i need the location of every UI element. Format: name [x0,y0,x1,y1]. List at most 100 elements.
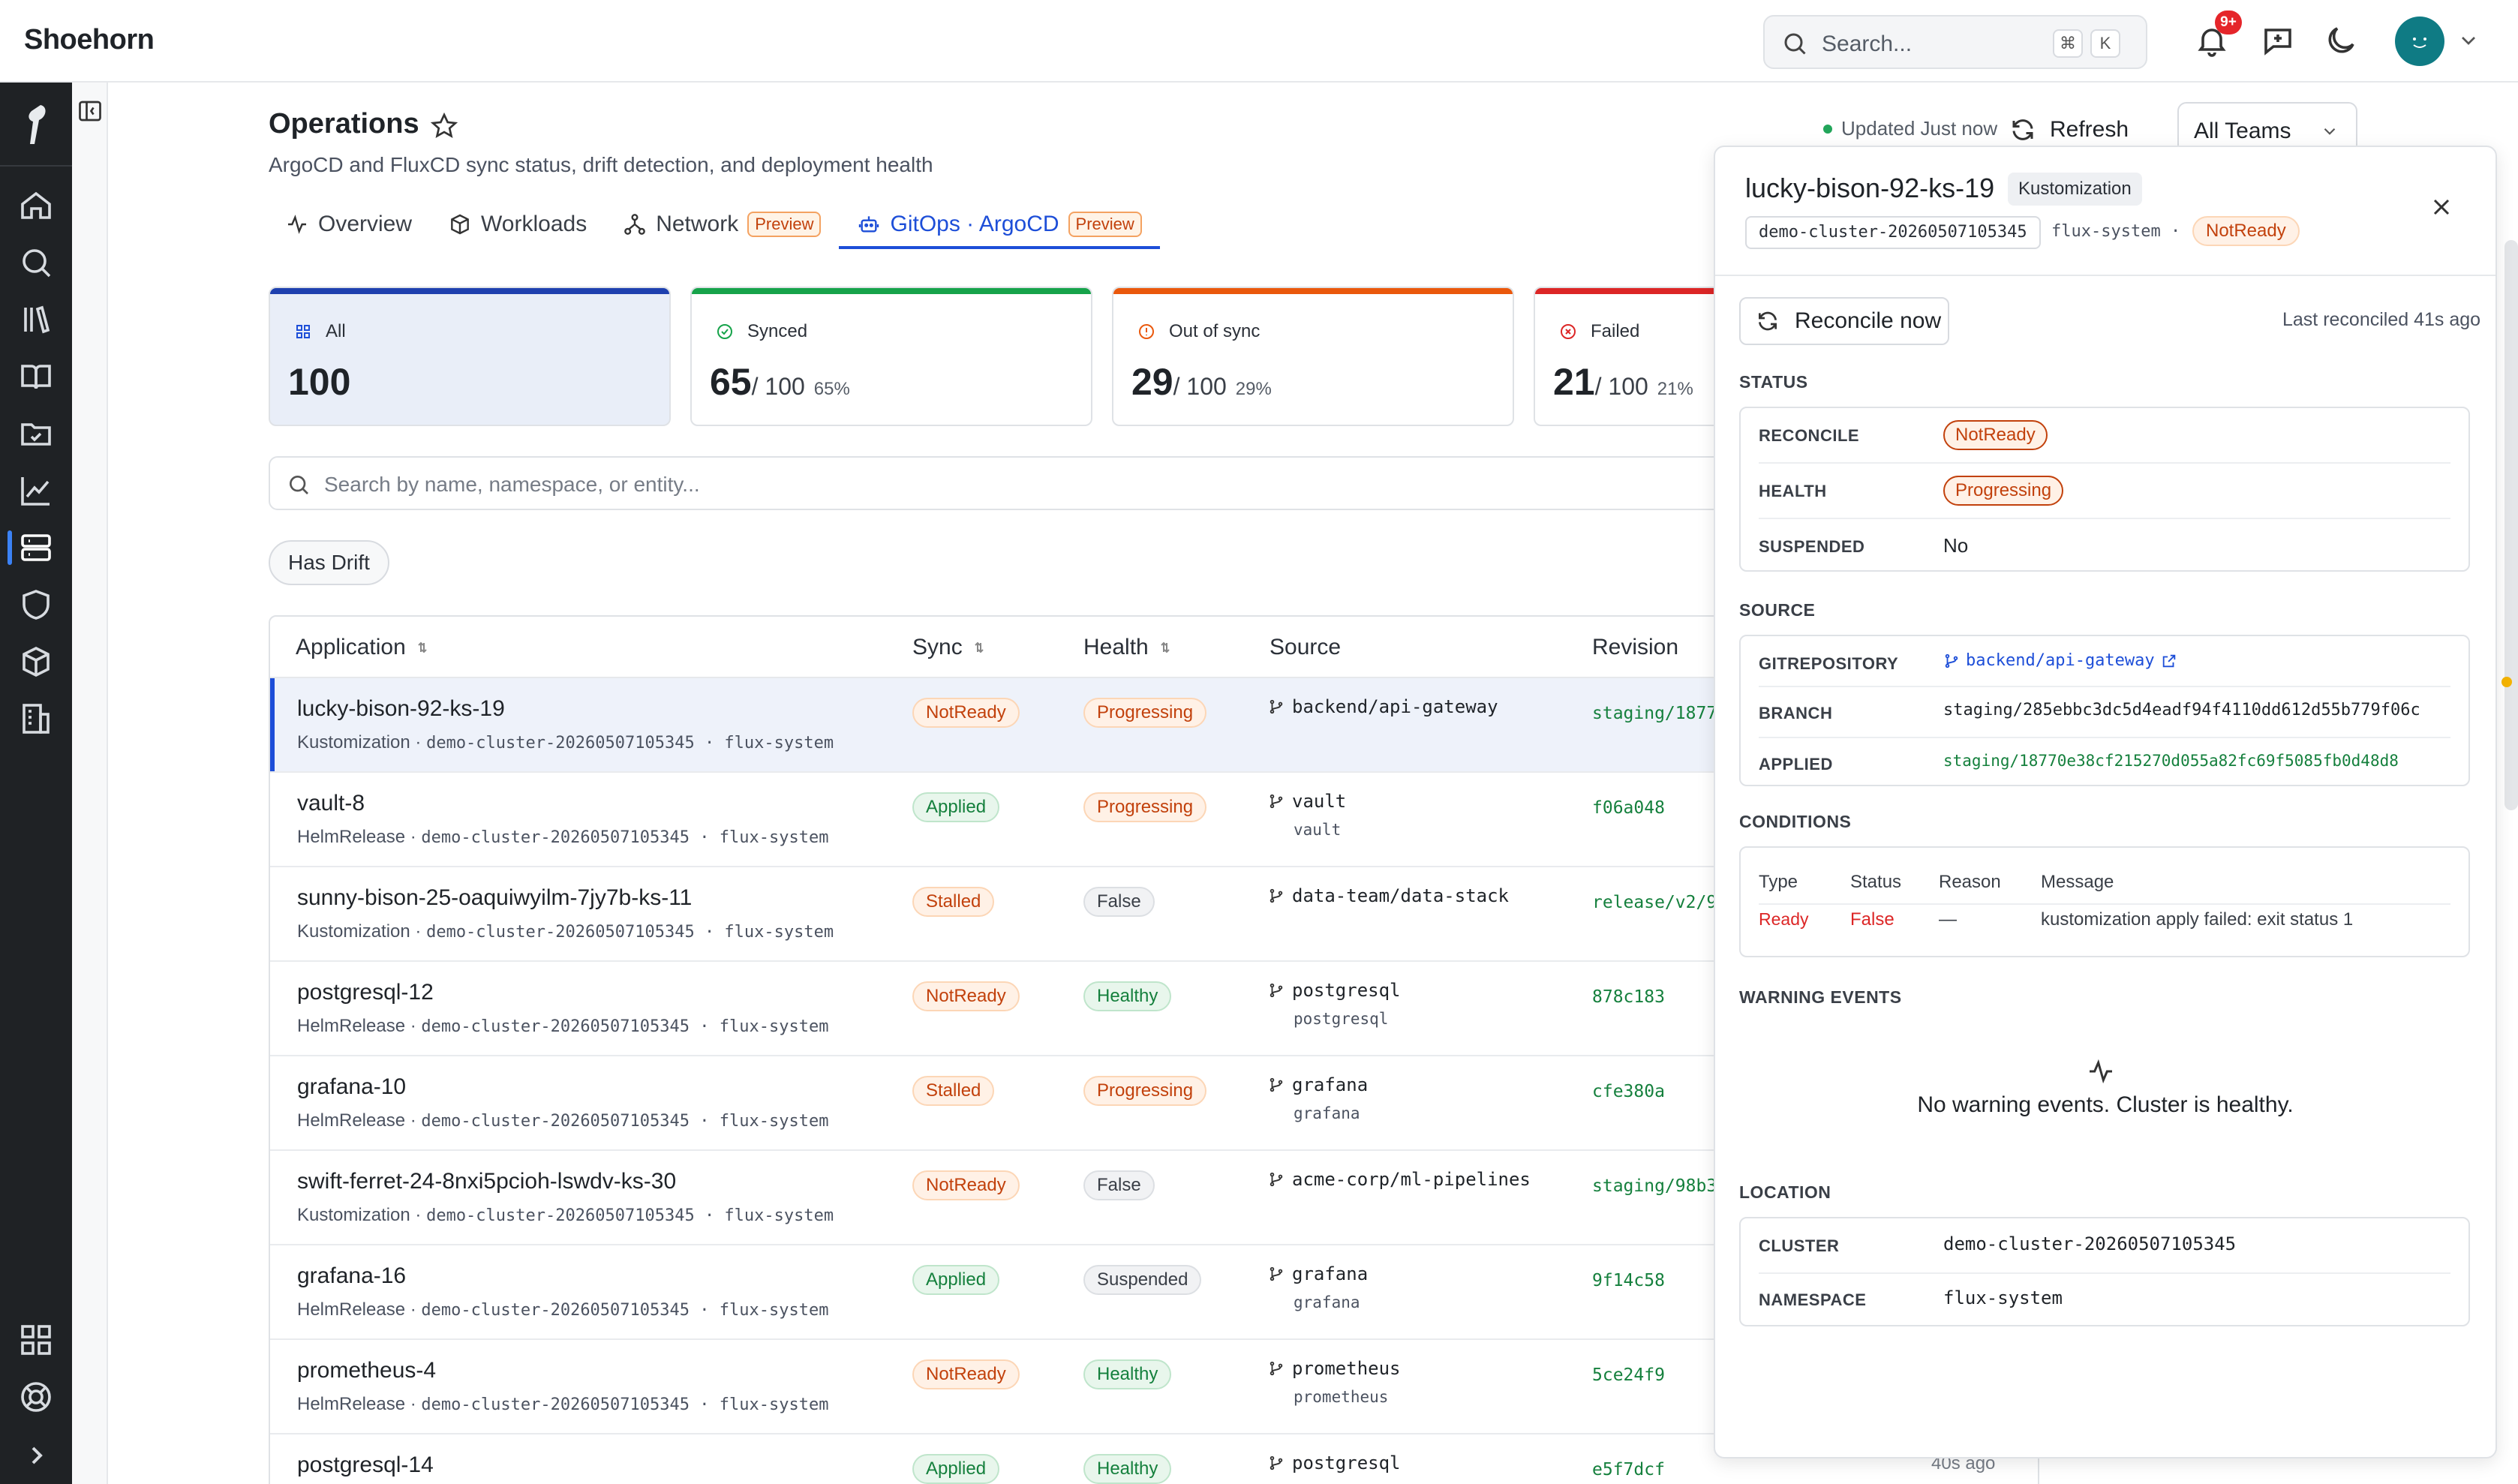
app-cluster: demo-cluster-20260507105345 · flux-syste… [421,1395,829,1414]
card-accent [270,288,669,294]
help-lifebuoy-icon[interactable] [18,1379,54,1415]
app-brand[interactable]: Shoehorn [24,24,155,56]
stat-card-all[interactable]: All 100 [269,287,671,426]
source-cell: grafana [1268,1263,1368,1284]
col-application[interactable]: Application [296,635,431,660]
table-row[interactable]: prometheus-4 HelmRelease · demo-cluster-2… [270,1340,2038,1434]
col-health[interactable]: Health [1083,635,1174,660]
revision-cell: e5f7dcf [1592,1460,1665,1479]
stat-total: / 100 [1173,373,1227,400]
sync-badge: Applied [912,1265,1000,1295]
package-icon[interactable] [18,644,54,680]
revision-cell: 878c183 [1592,987,1665,1007]
app-name[interactable]: grafana-10 [297,1074,407,1099]
app-name[interactable]: lucky-bison-92-ks-19 [297,696,505,721]
building-icon[interactable] [18,701,54,737]
stat-number: 29 [1131,361,1173,403]
sidebar-toggle-icon[interactable] [77,98,104,125]
card-value: 100 [288,360,350,404]
col-sync[interactable]: Sync [912,635,988,660]
moon-icon[interactable] [2323,23,2359,59]
close-icon[interactable] [2428,194,2455,221]
health-badge: Progressing [1083,698,1207,728]
tab-label: Overview [318,212,413,236]
source-chart: prometheus [1294,1388,1389,1406]
revision-cell: f06a048 [1592,798,1665,818]
col-label: Sync [912,635,963,659]
app-name[interactable]: swift-ferret-24-8nxi5pcioh-lswdv-ks-30 [297,1169,677,1194]
refresh-button[interactable]: Refresh [2009,111,2129,149]
page-title: Operations [269,108,419,140]
bell-icon[interactable] [2194,23,2230,59]
page-scrollbar[interactable] [2504,240,2518,810]
app-name[interactable]: grafana-16 [297,1263,407,1288]
app-meta: HelmRelease · demo-cluster-2026050710534… [297,1110,828,1131]
avatar[interactable] [2395,17,2444,66]
reconcile-value: NotReady [1943,420,2048,450]
app-name[interactable]: postgresql-14 [297,1452,434,1477]
app-meta: HelmRelease · demo-cluster-2026050710534… [297,1299,828,1320]
global-search[interactable]: Search... ⌘ K [1763,15,2147,69]
branch-key: BRANCH [1759,704,1833,722]
git-branch-icon [1270,1455,1283,1470]
library-icon[interactable] [18,302,54,338]
table-row[interactable]: swift-ferret-24-8nxi5pcioh-lswdv-ks-30 Ku… [270,1151,2038,1245]
location-section-title: LOCATION [1739,1182,1831,1202]
sort-icon [1161,641,1170,653]
table-row[interactable]: sunny-bison-25-oaquiwyilm-7jy7b-ks-11 Kus… [270,867,2038,962]
detail-namespace: flux-system · [2051,222,2181,241]
app-name[interactable]: postgresql-12 [297,980,434,1005]
table-row[interactable]: grafana-16 HelmRelease · demo-cluster-202… [270,1245,2038,1340]
sync-badge: Applied [912,1454,1000,1484]
shoehorn-logo-icon[interactable] [18,98,54,150]
stat-total: / 100 [1594,373,1648,400]
chevron-down-icon[interactable] [2456,29,2480,53]
reconcile-now-button[interactable]: Reconcile now [1739,297,1949,345]
stat-card-out-of-sync[interactable]: Out of sync 29/ 100 29% [1112,287,1514,426]
sort-icon [974,641,984,653]
source-repo: vault [1292,791,1347,812]
app-kind: HelmRelease · [297,1394,422,1414]
external-link-icon [2162,654,2175,667]
home-icon[interactable] [18,188,54,224]
warning-events-empty: No warning events. Cluster is healthy. [1917,1092,2294,1117]
revision-cell: release/v2/95 [1592,893,1728,912]
table-row[interactable]: grafana-10 HelmRelease · demo-cluster-202… [270,1056,2038,1151]
apps-grid-icon[interactable] [18,1322,54,1358]
shield-icon[interactable] [18,587,54,623]
expand-rail-chevron-icon[interactable] [18,1437,54,1473]
tab-workloads[interactable]: Workloads [430,200,605,249]
col-label: Revision [1592,635,1679,659]
app-kind: HelmRelease · [297,1016,422,1036]
secondary-rail [72,83,108,1484]
favorite-star-icon[interactable] [429,111,459,141]
table-row[interactable]: vault-8 HelmRelease · demo-cluster-202605… [270,773,2038,867]
cond-status: False [1850,909,1895,930]
tab-network[interactable]: Network Preview [605,200,839,249]
tab-gitops-argocd[interactable]: GitOps · ArgoCD Preview [839,200,1161,249]
app-name[interactable]: prometheus-4 [297,1358,437,1383]
activity-icon [288,215,306,234]
tab-overview[interactable]: Overview [269,200,430,249]
chart-line-icon[interactable] [18,473,54,509]
source-cell: grafana [1268,1074,1368,1095]
search-nav-icon[interactable] [18,245,54,281]
stat-number: 21 [1553,361,1595,403]
col-label: Application [296,635,406,659]
folder-check-icon[interactable] [18,416,54,452]
app-name[interactable]: sunny-bison-25-oaquiwyilm-7jy7b-ks-11 [297,885,693,910]
app-search-input[interactable]: Search by name, namespace, or entity... [269,456,1994,510]
has-drift-filter-chip[interactable]: Has Drift [269,540,389,585]
sync-badge: Stalled [912,1076,995,1106]
gitrepository-link[interactable]: backend/api-gateway [1943,651,2177,670]
refresh-icon [1759,311,1777,331]
server-icon[interactable] [18,530,54,566]
stat-card-synced[interactable]: Synced 65/ 100 65% [690,287,1092,426]
detail-cluster-chip: demo-cluster-20260507105345 [1745,216,2041,249]
feedback-icon[interactable] [2260,23,2296,59]
app-name[interactable]: vault-8 [297,791,365,816]
table-row[interactable]: postgresql-14 Applied Healthy postgresql e5f… [270,1434,2038,1484]
book-icon[interactable] [18,359,54,395]
check-circle-icon [717,324,732,339]
table-row[interactable]: postgresql-12 HelmRelease · demo-cluster-… [270,962,2038,1056]
